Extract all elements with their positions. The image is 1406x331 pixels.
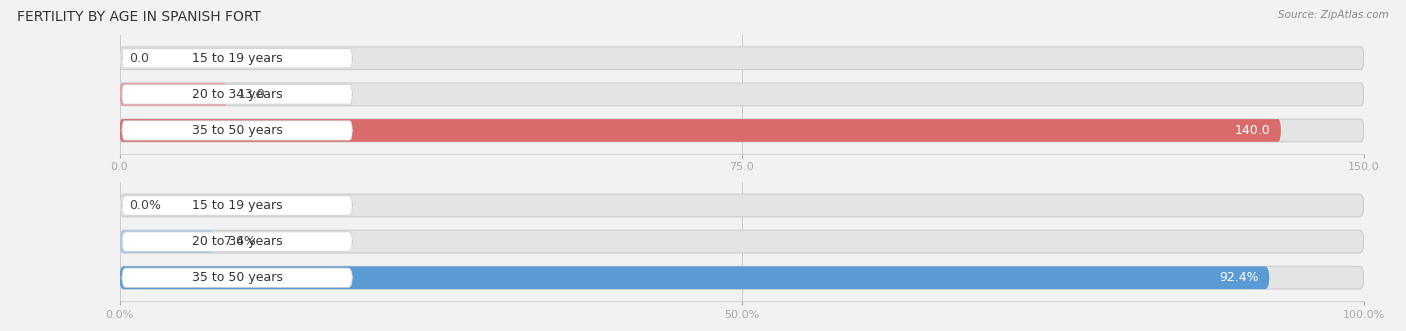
FancyBboxPatch shape bbox=[122, 85, 353, 104]
FancyBboxPatch shape bbox=[120, 266, 1270, 289]
FancyBboxPatch shape bbox=[120, 83, 228, 106]
Text: 35 to 50 years: 35 to 50 years bbox=[191, 271, 283, 284]
FancyBboxPatch shape bbox=[122, 121, 353, 140]
Text: 0.0%: 0.0% bbox=[129, 199, 162, 212]
FancyBboxPatch shape bbox=[120, 266, 1364, 289]
FancyBboxPatch shape bbox=[122, 196, 353, 215]
FancyBboxPatch shape bbox=[120, 47, 1364, 70]
Text: FERTILITY BY AGE IN SPANISH FORT: FERTILITY BY AGE IN SPANISH FORT bbox=[17, 10, 262, 24]
Text: 0.0: 0.0 bbox=[129, 52, 149, 65]
FancyBboxPatch shape bbox=[122, 232, 353, 251]
Text: 13.0: 13.0 bbox=[238, 88, 266, 101]
FancyBboxPatch shape bbox=[122, 268, 353, 287]
FancyBboxPatch shape bbox=[122, 49, 353, 68]
FancyBboxPatch shape bbox=[120, 230, 214, 253]
FancyBboxPatch shape bbox=[120, 230, 1364, 253]
Text: 35 to 50 years: 35 to 50 years bbox=[191, 124, 283, 137]
Text: 92.4%: 92.4% bbox=[1219, 271, 1260, 284]
Text: 140.0: 140.0 bbox=[1234, 124, 1271, 137]
FancyBboxPatch shape bbox=[120, 119, 1281, 142]
Text: 15 to 19 years: 15 to 19 years bbox=[191, 52, 283, 65]
Text: 15 to 19 years: 15 to 19 years bbox=[191, 199, 283, 212]
Text: 20 to 34 years: 20 to 34 years bbox=[191, 88, 283, 101]
FancyBboxPatch shape bbox=[120, 119, 1364, 142]
Text: Source: ZipAtlas.com: Source: ZipAtlas.com bbox=[1278, 10, 1389, 20]
FancyBboxPatch shape bbox=[120, 83, 1364, 106]
Text: 7.6%: 7.6% bbox=[224, 235, 256, 248]
FancyBboxPatch shape bbox=[120, 194, 1364, 217]
Text: 20 to 34 years: 20 to 34 years bbox=[191, 235, 283, 248]
